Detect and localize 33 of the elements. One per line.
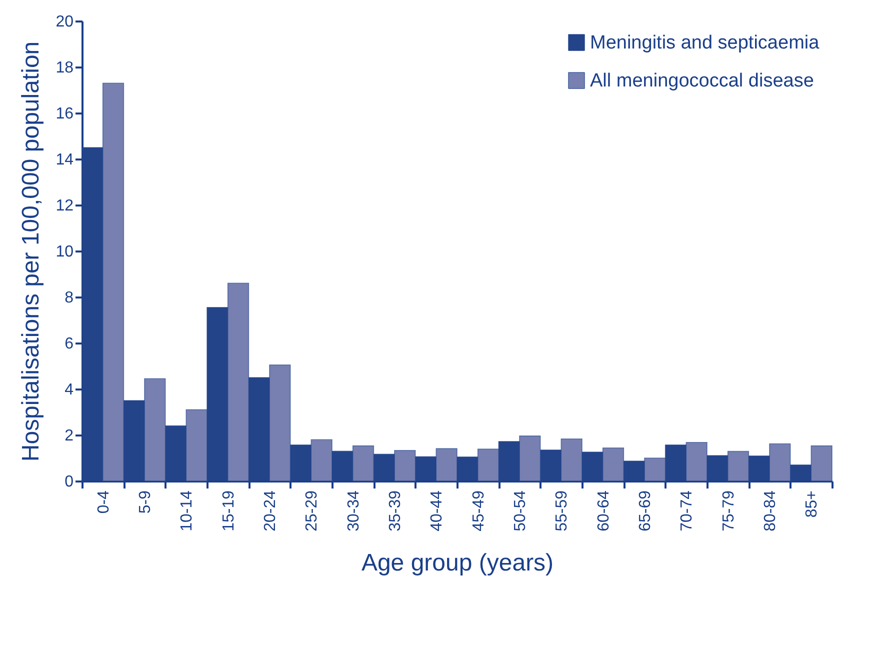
x-axis-title: Age group (years)	[361, 549, 554, 576]
x-tick-label: 25-29	[304, 490, 321, 532]
y-axis-title: Hospitalisations per 100,000 population	[18, 41, 45, 462]
x-tick-label: 70-74	[678, 490, 696, 532]
x-tick-label: 80-84	[762, 490, 779, 532]
y-tick-label: 12	[56, 198, 74, 214]
y-tick-label: 20	[56, 14, 74, 30]
legend-label: All meningococcal disease	[590, 70, 814, 92]
x-tick-label: 45-49	[470, 490, 488, 532]
x-tick-label: 60-64	[595, 490, 612, 532]
x-tick-label: 50-54	[512, 490, 529, 532]
y-tick-label: 0	[64, 474, 74, 490]
y-tick-label: 14	[56, 152, 74, 168]
y-tick-label: 16	[56, 106, 74, 122]
x-tick-label: 55-59	[554, 490, 571, 532]
y-tick-label: 18	[56, 60, 74, 76]
y-tick-label: 6	[64, 336, 74, 352]
x-tick-label: 30-34	[345, 490, 362, 532]
x-tick-label: 35-39	[387, 490, 404, 532]
y-tick-label: 2	[64, 428, 74, 444]
x-tick-label: 40-44	[428, 490, 446, 532]
y-tick-label: 8	[64, 290, 74, 306]
x-tick-label: 85+	[804, 490, 821, 518]
x-tick-label: 15-19	[220, 490, 238, 532]
y-tick-label: 10	[56, 244, 74, 260]
y-tick-label: 4	[64, 382, 74, 398]
x-tick-label: 65-69	[637, 490, 654, 532]
x-tick-label: 5-9	[137, 490, 154, 514]
x-tick-label: 0-4	[95, 490, 112, 514]
legend-label: Meningitis and septicaemia	[590, 32, 820, 54]
x-tick-label: 20-24	[262, 490, 279, 532]
x-tick-label: 75-79	[720, 490, 738, 532]
x-tick-label: 10-14	[178, 490, 196, 532]
